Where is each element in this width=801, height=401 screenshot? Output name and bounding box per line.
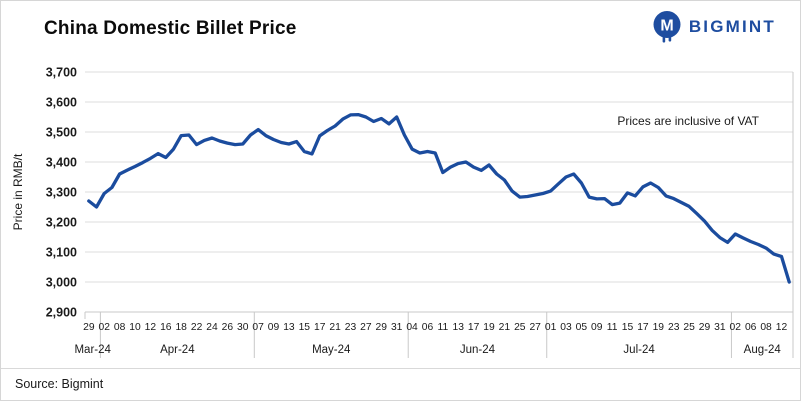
x-axis-month-label: Apr-24: [160, 344, 195, 356]
chart-footer: Source: Bigmint: [1, 368, 800, 400]
x-axis-month-label: Jun-24: [460, 344, 496, 356]
x-axis-day-label: 29: [83, 322, 95, 333]
brand-logo: M BIGMINT: [652, 10, 776, 44]
x-axis-day-label: 15: [299, 322, 311, 333]
x-axis-day-label: 30: [237, 322, 249, 333]
x-axis-day-label: 27: [529, 322, 541, 333]
x-axis-day-label: 11: [437, 322, 448, 333]
x-axis-day-label: 19: [483, 322, 495, 333]
x-axis-day-label: 10: [129, 322, 141, 333]
x-axis-day-label: 17: [637, 322, 649, 333]
x-axis-month-label: Aug-24: [744, 344, 782, 356]
x-axis-day-label: 01: [545, 322, 557, 333]
x-axis-day-label: 29: [699, 322, 711, 333]
x-axis-day-label: 12: [776, 322, 788, 333]
x-axis-day-label: 06: [422, 322, 434, 333]
x-axis-day-label: 21: [499, 322, 511, 333]
x-axis-month-label: Jul-24: [623, 344, 655, 356]
x-axis-day-label: 15: [622, 322, 634, 333]
x-axis-day-label: 06: [745, 322, 757, 333]
x-axis-day-label: 25: [514, 322, 526, 333]
y-axis-title: Price in RMB/t: [11, 153, 25, 230]
brand-name: BIGMINT: [688, 17, 776, 36]
x-axis-day-label: 02: [99, 322, 111, 333]
x-axis-day-label: 23: [668, 322, 680, 333]
y-axis-tick-label: 3,400: [46, 156, 77, 170]
x-axis-day-label: 09: [268, 322, 280, 333]
x-axis-day-label: 13: [453, 322, 465, 333]
x-axis-day-label: 29: [376, 322, 388, 333]
x-axis-day-label: 12: [145, 322, 157, 333]
x-axis-day-label: 31: [391, 322, 403, 333]
x-axis-day-label: 17: [468, 322, 480, 333]
x-axis-day-label: 31: [714, 322, 726, 333]
x-axis-day-label: 24: [206, 322, 218, 333]
x-axis-day-label: 02: [730, 322, 742, 333]
x-axis-day-label: 05: [576, 322, 588, 333]
x-axis-day-label: 11: [607, 322, 618, 333]
x-axis-day-label: 21: [329, 322, 341, 333]
y-axis-tick-label: 3,300: [46, 186, 77, 200]
x-axis-day-label: 03: [560, 322, 572, 333]
svg-text:M: M: [660, 18, 673, 35]
page-title: China Domestic Billet Price: [44, 18, 297, 39]
vat-annotation: Prices are inclusive of VAT: [617, 114, 759, 128]
x-axis-day-label: 27: [360, 322, 372, 333]
x-axis-day-label: 23: [345, 322, 357, 333]
y-axis-tick-label: 3,200: [46, 216, 77, 230]
x-axis-day-label: 04: [406, 322, 418, 333]
x-axis-day-label: 07: [252, 322, 264, 333]
x-axis-day-label: 17: [314, 322, 326, 333]
y-axis-tick-label: 3,700: [46, 66, 77, 80]
y-axis-tick-label: 2,900: [46, 306, 77, 320]
bigmint-logo-icon: M: [653, 11, 681, 43]
x-axis-day-label: 09: [591, 322, 603, 333]
x-axis-day-label: 19: [653, 322, 665, 333]
price-line-series: [87, 112, 791, 284]
x-axis-day-label: 13: [283, 322, 295, 333]
y-axis-tick-label: 3,500: [46, 126, 77, 140]
x-axis-day-label: 08: [114, 322, 126, 333]
y-axis-tick-label: 3,000: [46, 276, 77, 290]
source-label: Source: Bigmint: [15, 377, 104, 391]
x-axis-day-label: 26: [222, 322, 234, 333]
x-axis-day-label: 16: [160, 322, 172, 333]
x-axis-month-label: Mar-24: [74, 344, 111, 356]
y-axis-tick-label: 3,600: [46, 96, 77, 110]
y-axis-tick-label: 3,100: [46, 246, 77, 260]
x-axis-day-label: 18: [175, 322, 187, 333]
x-axis-day-label: 25: [683, 322, 695, 333]
x-axis-day-label: 08: [760, 322, 772, 333]
x-axis-day-label: 22: [191, 322, 203, 333]
x-axis-month-label: May-24: [312, 344, 351, 356]
